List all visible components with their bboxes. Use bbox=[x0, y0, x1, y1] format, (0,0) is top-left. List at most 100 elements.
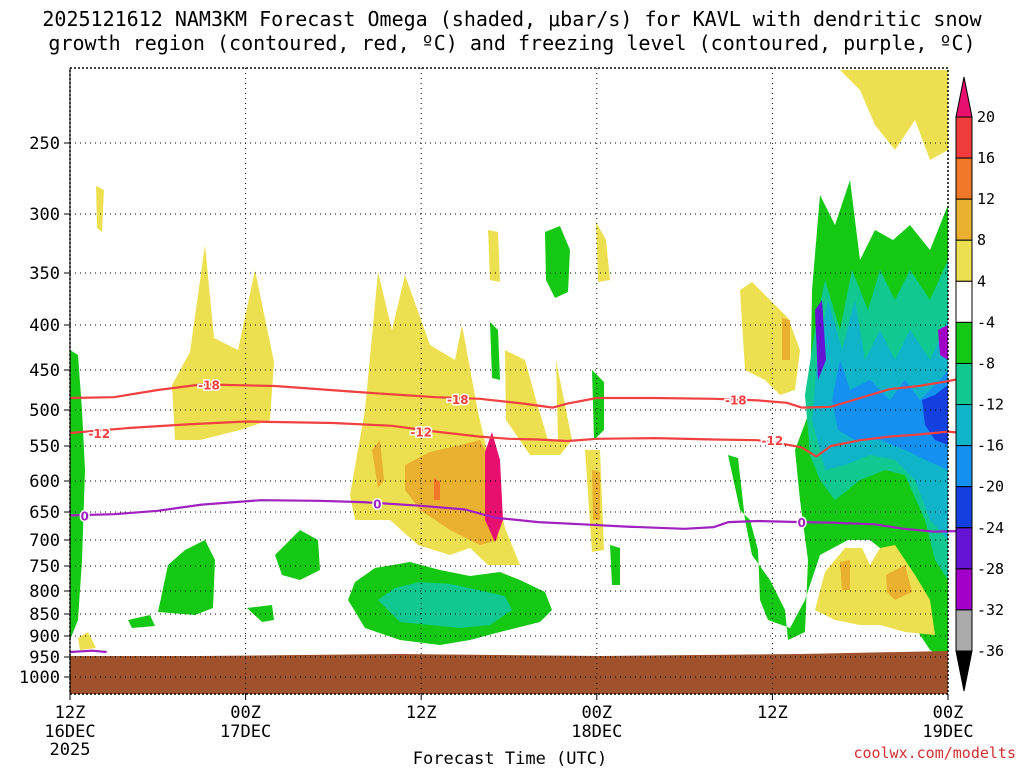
time-tick-date: 17DEC bbox=[220, 722, 271, 742]
omega-fill-orange-small-5 bbox=[592, 470, 600, 520]
colorbar-segment bbox=[955, 445, 973, 488]
pressure-tick-label: 1000 bbox=[19, 668, 60, 688]
omega-fill-blue-right bbox=[832, 360, 948, 470]
time-tick-label: 00Z bbox=[933, 703, 964, 723]
colorbar-tick-label: 4 bbox=[977, 272, 986, 290]
time-tick-date: 16DEC bbox=[44, 722, 95, 742]
time-tick-label: 00Z bbox=[581, 703, 612, 723]
chart-title-line2: growth region (contoured, red, ºC) and f… bbox=[48, 31, 975, 55]
contour-label: -12 bbox=[762, 434, 784, 448]
contour-dendritic-top bbox=[69, 376, 963, 409]
time-tick-year: 2025 bbox=[50, 740, 91, 760]
pressure-tick-label: 250 bbox=[29, 134, 60, 154]
pressure-tick-label: 600 bbox=[29, 472, 60, 492]
pressure-tick-label: 300 bbox=[29, 205, 60, 225]
omega-shading bbox=[70, 70, 948, 660]
colorbar-tick-label: -32 bbox=[977, 601, 1004, 619]
omega-fill-teal-low-central bbox=[378, 582, 512, 628]
colorbar-segment bbox=[955, 321, 973, 364]
omega-fill-green-small-1 bbox=[490, 322, 500, 380]
omega-fill-green-low-left-2 bbox=[275, 530, 320, 580]
pressure-tick-label: 750 bbox=[29, 557, 60, 577]
contour-label: 0 bbox=[80, 509, 88, 523]
pressure-tick-label: 650 bbox=[29, 503, 60, 523]
pressure-tick-label: 500 bbox=[29, 401, 60, 421]
time-tick-label: 12Z bbox=[55, 703, 86, 723]
contour-dendritic-bottom bbox=[69, 420, 963, 458]
colorbar-tick-label: -36 bbox=[977, 642, 1004, 660]
omega-fill-core-magenta bbox=[485, 432, 503, 542]
omega-fill-green-central-upper bbox=[545, 226, 570, 298]
omega-fill-purple-right bbox=[815, 300, 826, 380]
contour-label: -12 bbox=[88, 427, 110, 441]
colorbar-segment bbox=[955, 404, 973, 447]
contour-label: -18 bbox=[725, 394, 747, 408]
contour-label: 0 bbox=[797, 516, 805, 530]
colorbar-tick-label: -24 bbox=[977, 519, 1004, 537]
colorbar-segment bbox=[955, 362, 973, 406]
colorbar-tick-label: 8 bbox=[977, 231, 986, 249]
colorbar-segment bbox=[955, 198, 973, 241]
omega-fill-yellow-small-3 bbox=[596, 222, 610, 282]
chart-title-line1: 2025121612 NAM3KM Forecast Omega (shaded… bbox=[42, 7, 982, 31]
contour-freezing-level-sfc bbox=[69, 649, 107, 654]
colorbar-over-triangle bbox=[955, 76, 973, 118]
pressure-tick-label: 350 bbox=[29, 264, 60, 284]
colorbar-segment bbox=[955, 527, 973, 570]
colorbar-segment bbox=[955, 609, 973, 652]
colorbar-tick-label: 16 bbox=[977, 149, 995, 167]
time-tick-label: 00Z bbox=[230, 703, 261, 723]
ground-fill bbox=[70, 651, 948, 694]
omega-fill-yellow-right-central bbox=[505, 350, 572, 455]
pressure-tick-label: 900 bbox=[29, 627, 60, 647]
omega-fill-purple-right-2 bbox=[938, 325, 948, 360]
colorbar-tick-label: -20 bbox=[977, 478, 1004, 496]
pressure-tick-label: 400 bbox=[29, 316, 60, 336]
omega-fill-orange-right-mid bbox=[782, 318, 790, 360]
colorbar-segment bbox=[955, 157, 973, 200]
omega-fill-yellow-ul-1 bbox=[96, 186, 104, 232]
colorbar-segment bbox=[955, 568, 973, 611]
omega-fill-yellow-upper-right bbox=[840, 70, 948, 160]
omega-fill-orange-lower-right-2 bbox=[840, 560, 850, 590]
contour-freezing-level bbox=[69, 499, 963, 533]
contour-label: -18 bbox=[198, 378, 220, 392]
omega-fill-darkblue-right bbox=[922, 385, 948, 445]
colorbar: 20 16 12 8 4 -4 -8 -12 -16 -20 -24 -28 -32 -36 bbox=[955, 76, 1004, 692]
temperature-contours: -18 -18 -18 -12 -12 -12 0 0 0 bbox=[69, 376, 963, 654]
omega-fill-yellow-small-2 bbox=[488, 230, 500, 282]
pressure-tick-label: 800 bbox=[29, 582, 60, 602]
colorbar-tick-label: 12 bbox=[977, 190, 995, 208]
omega-fill-yellow-low-left-tiny bbox=[78, 632, 96, 650]
contour-label: 0 bbox=[373, 497, 381, 511]
omega-fill-green-low-tiny bbox=[128, 615, 155, 628]
colorbar-segment bbox=[955, 486, 973, 529]
time-tick-date: 19DEC bbox=[922, 722, 973, 742]
x-axis-label: Forecast Time (UTC) bbox=[413, 749, 607, 768]
omega-fill-orange-small-1 bbox=[372, 440, 384, 488]
pressure-tick-label: 450 bbox=[29, 361, 60, 381]
omega-fill-green-small-2 bbox=[592, 370, 604, 440]
omega-fill-green-low-left bbox=[158, 540, 215, 615]
colorbar-tick-label: -4 bbox=[977, 313, 995, 331]
omega-fill-yellow-ul-2 bbox=[172, 245, 274, 440]
colorbar-tick-label: 20 bbox=[977, 108, 995, 126]
time-tick-label: 12Z bbox=[406, 703, 437, 723]
colorbar-tick-label: -8 bbox=[977, 354, 995, 372]
omega-fill-green-mid-1 bbox=[610, 545, 620, 585]
contour-label: -12 bbox=[410, 426, 432, 440]
credit-text: coolwx.com/modelts bbox=[853, 744, 1016, 762]
omega-fill-yellow-right-mid bbox=[740, 282, 800, 395]
omega-fill-green-left-edge bbox=[70, 350, 85, 640]
pressure-axis: 2503003504004505005506006507007508008509… bbox=[19, 134, 70, 688]
pressure-tick-label: 950 bbox=[29, 648, 60, 668]
colorbar-tick-label: -16 bbox=[977, 437, 1004, 455]
colorbar-under-triangle bbox=[955, 650, 973, 692]
colorbar-segment bbox=[955, 239, 973, 282]
omega-fill-red-central bbox=[434, 478, 440, 500]
pressure-tick-label: 700 bbox=[29, 531, 60, 551]
contour-label: -18 bbox=[447, 393, 469, 407]
colorbar-tick-label: -28 bbox=[977, 560, 1004, 578]
